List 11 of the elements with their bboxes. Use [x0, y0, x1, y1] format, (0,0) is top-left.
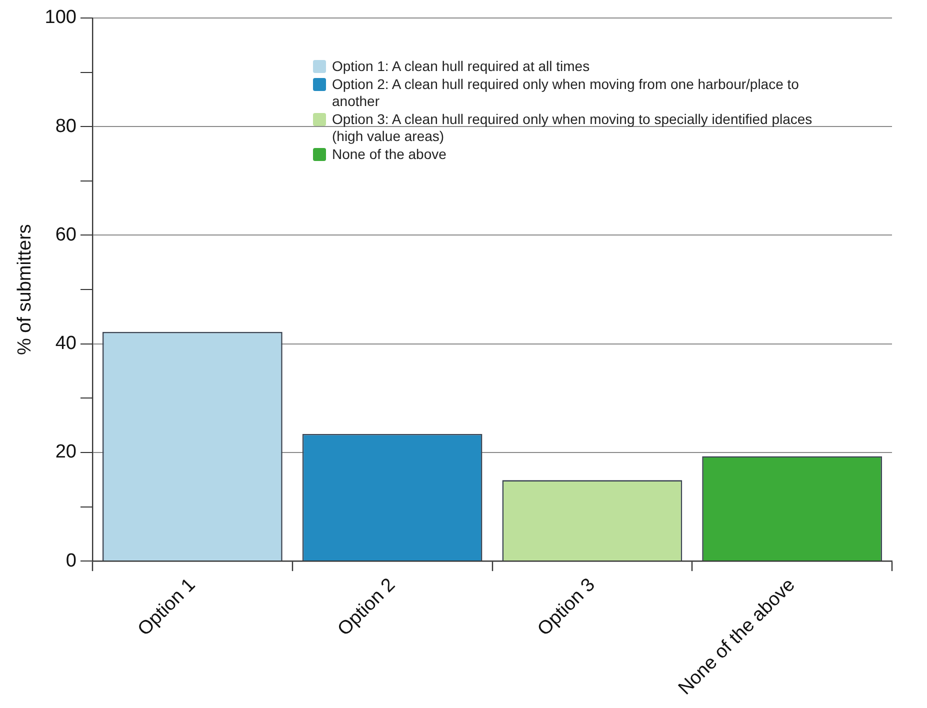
y-tick-label: 80 [55, 116, 76, 137]
y-tick-label: 20 [55, 442, 76, 463]
y-axis-title: % of submitters [14, 224, 36, 356]
y-tick-label: 40 [55, 333, 76, 354]
legend-label: Option 2: A clean hull required only when moving from one harbour/place to another [332, 76, 800, 110]
legend-label: Option 1: A clean hull required at all times [332, 58, 590, 75]
y-tick-label: 0 [66, 550, 76, 572]
legend-label: None of the above [332, 146, 446, 163]
y-tick-label: 100 [44, 7, 76, 28]
legend-label: Option 3: A clean hull required only when moving to specially identified places (high value areas) [332, 111, 813, 145]
y-tick-label: 60 [55, 224, 76, 246]
